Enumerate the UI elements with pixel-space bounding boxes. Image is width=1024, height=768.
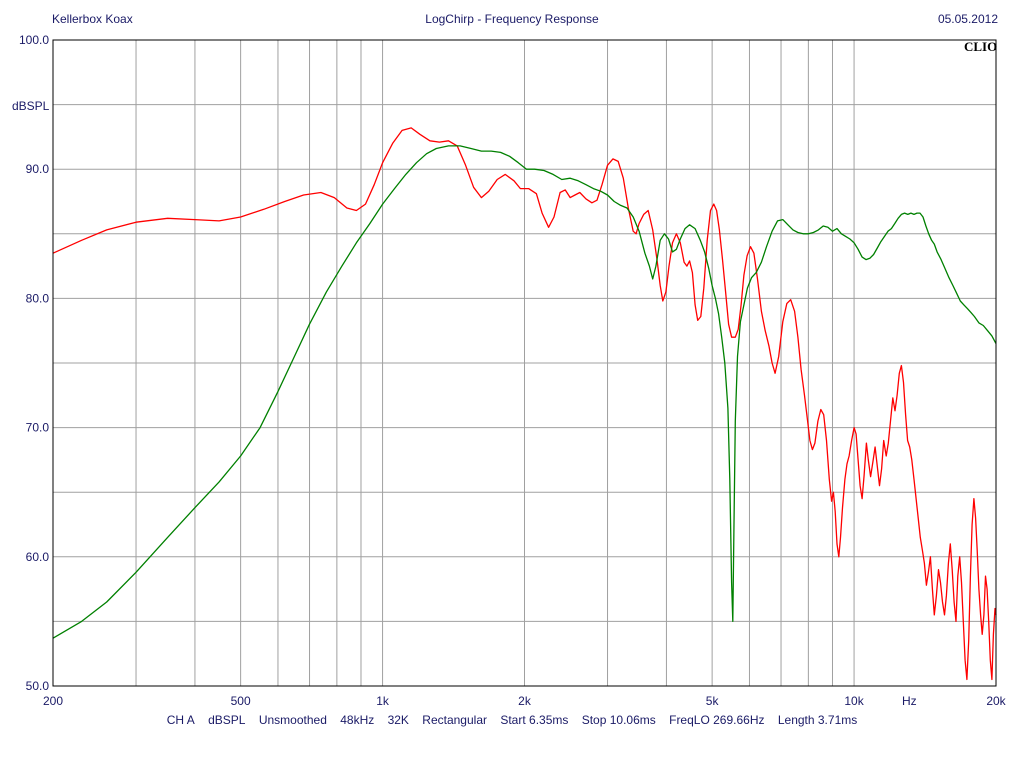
footer-stop: Stop 10.06ms xyxy=(581,713,656,727)
x-tick-label: 10k xyxy=(844,694,864,708)
footer-start: Start 6.35ms xyxy=(500,713,569,727)
y-tick-label: 90.0 xyxy=(26,162,50,176)
grid xyxy=(53,40,996,686)
series-layer xyxy=(52,127,997,681)
footer-length: Length 3.71ms xyxy=(777,713,858,727)
y-axis-label: dBSPL xyxy=(12,99,50,113)
series-line-2 xyxy=(52,145,997,639)
clio-brand-label: CLIO xyxy=(964,39,997,54)
x-tick-label: 2k xyxy=(518,694,532,708)
series-line-1 xyxy=(52,127,997,681)
footer-window: Rectangular xyxy=(422,713,487,727)
y-tick-label: 50.0 xyxy=(26,679,50,693)
y-tick-labels: 100.0 90.0 80.0 70.0 60.0 50.0 xyxy=(19,33,49,693)
x-tick-labels: 200 500 1k 2k 5k 10k 20k xyxy=(43,694,1007,708)
y-tick-label: 60.0 xyxy=(26,550,50,564)
x-tick-label: 500 xyxy=(231,694,251,708)
y-tick-label: 70.0 xyxy=(26,421,50,435)
footer-freq-lo: FreqLO 269.66Hz xyxy=(669,713,765,727)
plot-frame xyxy=(52,39,997,687)
chart-header-left: Kellerbox Koax xyxy=(52,12,133,26)
y-tick-label: 100.0 xyxy=(19,33,49,47)
x-axis-label: Hz xyxy=(902,694,917,708)
measurement-info-bar: CH A dBSPL Unsmoothed 48kHz 32K Rectangu… xyxy=(0,713,1024,727)
y-tick-label: 80.0 xyxy=(26,291,50,305)
footer-sample-rate: 48kHz xyxy=(340,713,375,727)
x-tick-label: 20k xyxy=(986,694,1006,708)
chart-date: 05.05.2012 xyxy=(937,12,998,26)
footer-fft-size: 32K xyxy=(387,713,409,727)
x-tick-label: 1k xyxy=(376,694,390,708)
x-tick-label: 5k xyxy=(706,694,720,708)
chart-title: LogChirp - Frequency Response xyxy=(425,12,599,26)
footer-smoothing: Unsmoothed xyxy=(258,713,327,727)
footer-unit: dBSPL xyxy=(208,713,246,727)
footer-channel: CH A xyxy=(166,713,195,727)
x-tick-label: 200 xyxy=(43,694,63,708)
